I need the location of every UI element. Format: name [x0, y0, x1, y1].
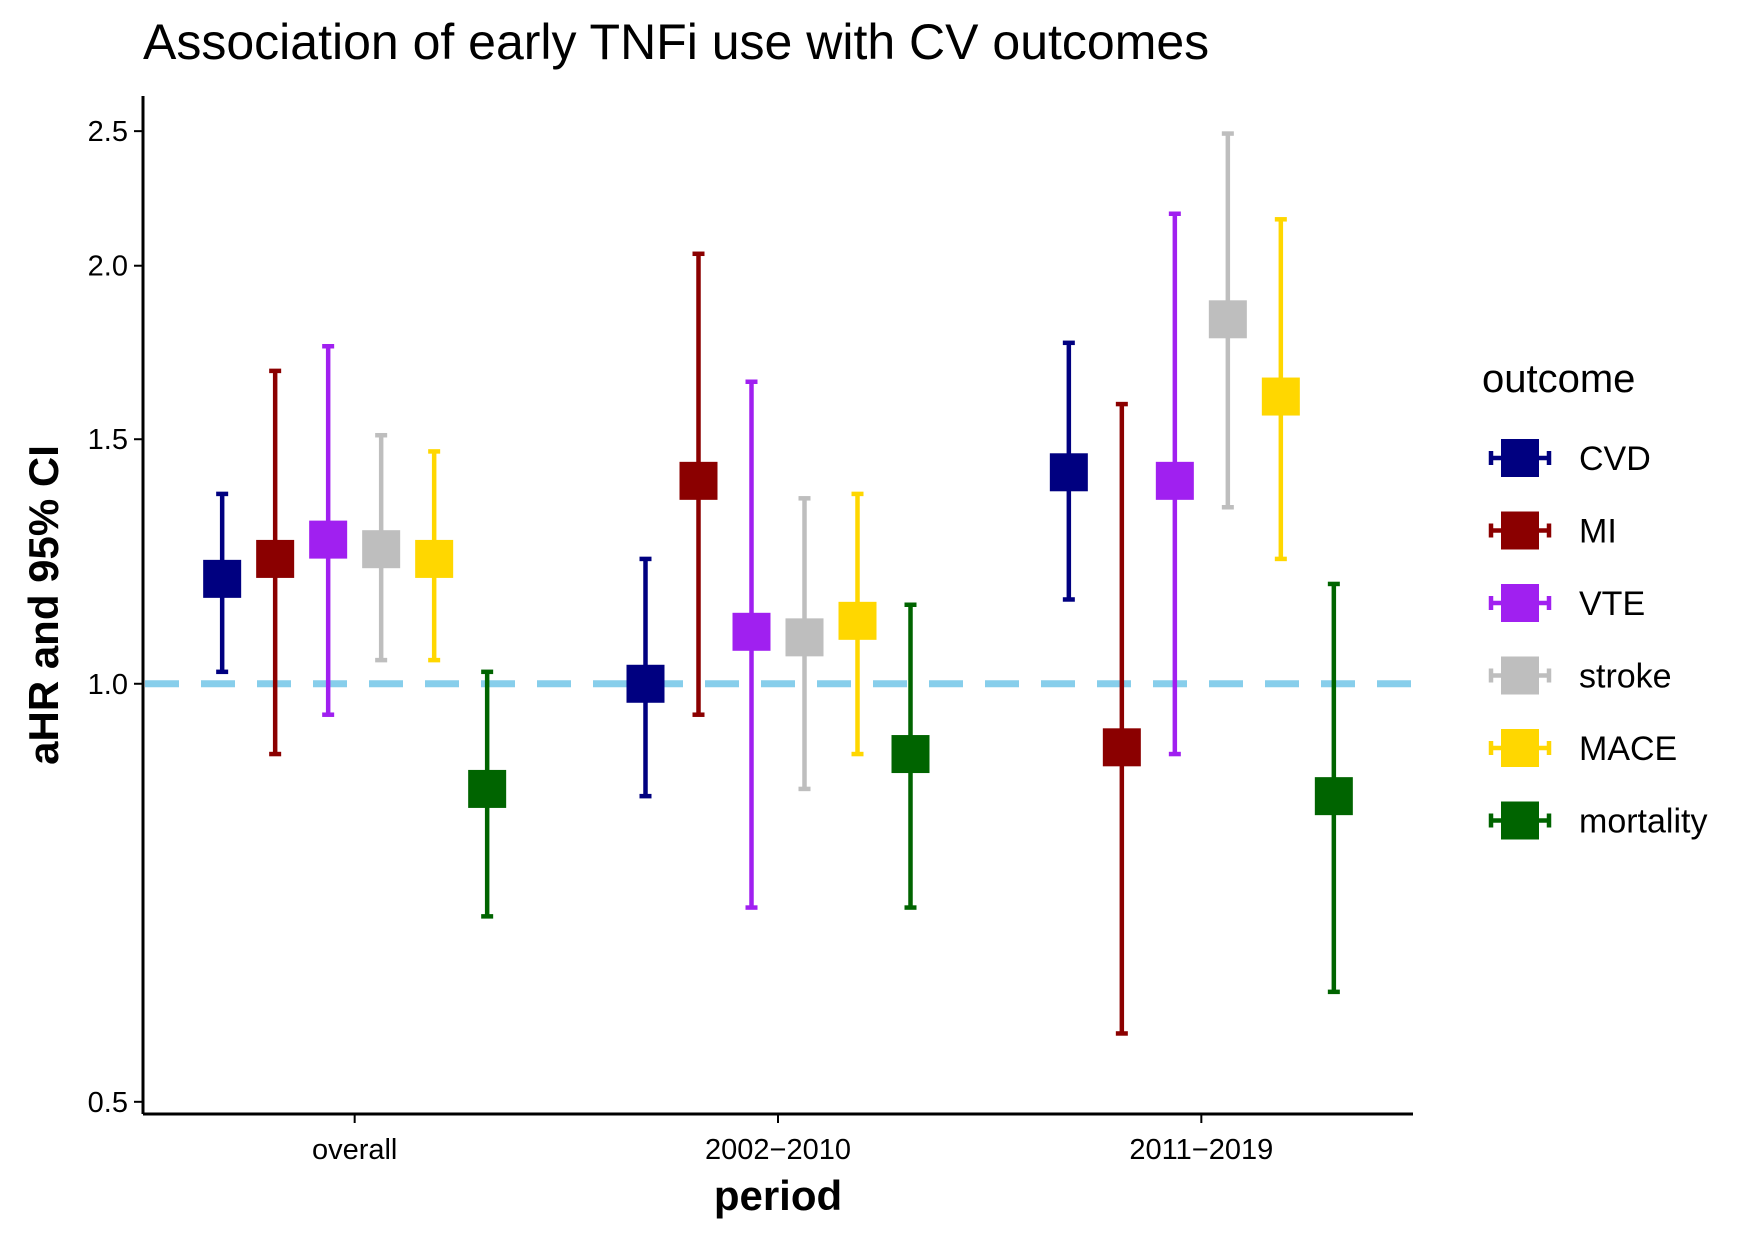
point-stroke-2	[1208, 300, 1247, 339]
legend-key-MI	[1501, 511, 1539, 550]
point-CVD-2	[1049, 453, 1088, 492]
legend-label-mortality: mortality	[1579, 803, 1707, 841]
y-axis-title: aHR and 95% CI	[20, 445, 67, 765]
legend-title: outcome	[1482, 357, 1635, 401]
y-tick-label: 1.0	[88, 669, 128, 701]
point-mortality-2	[1314, 777, 1353, 816]
point-CVD-0	[203, 559, 242, 598]
x-axis-title: period	[714, 1172, 842, 1219]
legend-label-MI: MI	[1579, 513, 1617, 551]
x-axis: overall 2002−2010 2011−2019	[312, 1114, 1273, 1166]
point-mortality-1	[891, 735, 930, 774]
legend-key-VTE	[1501, 584, 1539, 622]
point-MI-1	[679, 461, 718, 500]
point-VTE-2	[1155, 461, 1194, 500]
plot-area	[145, 131, 1413, 1036]
legend: outcome CVD MI VTE stroke MACE mortality	[1482, 357, 1707, 841]
legend-label-VTE: VTE	[1579, 585, 1645, 623]
legend-label-MACE: MACE	[1579, 730, 1677, 768]
legend-key-CVD	[1501, 439, 1539, 477]
legend-key-mortality	[1501, 801, 1539, 840]
x-tick-label: overall	[312, 1134, 397, 1166]
point-MI-2	[1102, 728, 1141, 767]
point-stroke-1	[785, 618, 824, 657]
x-tick-label: 2011−2019	[1129, 1134, 1273, 1166]
y-axis: 0.5 1.0 1.5 2.0 2.5	[88, 116, 143, 1119]
y-tick-label: 2.0	[88, 251, 128, 283]
point-stroke-0	[362, 530, 401, 569]
point-VTE-1	[732, 612, 771, 651]
chart-title: Association of early TNFi use with CV ou…	[143, 14, 1209, 70]
point-MI-0	[256, 539, 295, 578]
point-mortality-0	[468, 769, 507, 808]
point-MACE-1	[838, 601, 877, 640]
x-tick-label: 2002−2010	[705, 1134, 851, 1166]
legend-key-stroke	[1501, 656, 1539, 695]
point-MACE-2	[1261, 377, 1300, 416]
point-CVD-1	[626, 664, 665, 703]
legend-label-stroke: stroke	[1579, 658, 1672, 696]
legend-label-CVD: CVD	[1579, 440, 1651, 478]
y-tick-label: 2.5	[88, 116, 128, 148]
point-MACE-0	[415, 539, 454, 578]
y-tick-label: 1.5	[88, 424, 128, 456]
point-VTE-0	[309, 520, 348, 559]
legend-key-MACE	[1501, 729, 1539, 767]
y-tick-label: 0.5	[88, 1087, 128, 1119]
